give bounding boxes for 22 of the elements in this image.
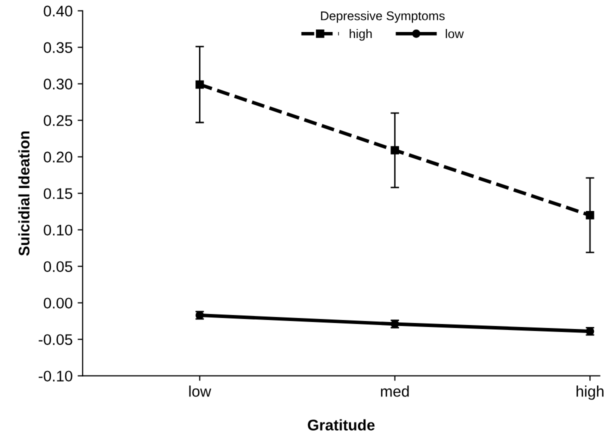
y-tick-label: -0.10 <box>38 370 72 382</box>
x-tick-label: med <box>381 386 409 397</box>
y-tick-label: 0.30 <box>44 78 72 90</box>
y-axis-title: Suicidial Ideation <box>18 131 30 256</box>
legend-label: high <box>350 29 372 41</box>
point <box>586 211 594 220</box>
y-tick-label: -0.05 <box>38 334 72 346</box>
legend-title: Depressive Symptoms <box>321 11 445 23</box>
y-tick-label: 0.10 <box>44 224 72 236</box>
y-tick-label: 0.25 <box>44 115 72 126</box>
y-tick-label: 0.00 <box>44 298 72 309</box>
x-tick-label: low <box>189 386 212 397</box>
point <box>390 146 400 154</box>
y-tick-label: 0.20 <box>44 152 72 162</box>
x-tick-label: high <box>576 386 604 400</box>
legend-label: low <box>446 29 464 38</box>
y-tick-label: 0.15 <box>44 188 72 200</box>
y-tick-label: 0.40 <box>44 6 72 16</box>
y-tick-label: 0.05 <box>44 261 72 272</box>
point <box>196 80 204 89</box>
y-tick-label: 0.35 <box>44 42 72 53</box>
x-axis-title: Gratitude <box>308 419 375 430</box>
